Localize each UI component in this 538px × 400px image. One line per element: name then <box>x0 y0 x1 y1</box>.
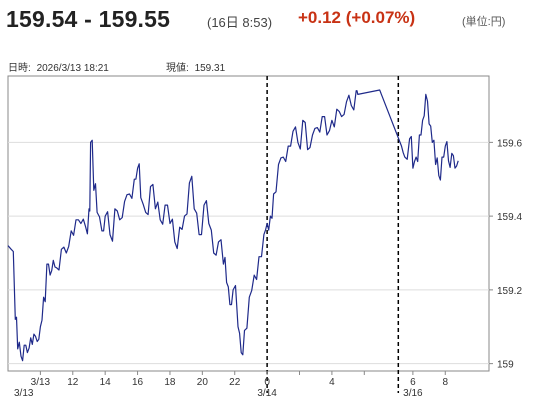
current-label: 現値: <box>166 63 189 74</box>
x-tick-label: 3/13 <box>31 377 51 388</box>
y-axis: 159 159.2 159.4 159.6 <box>489 138 522 371</box>
x-tick-label: 20 <box>197 377 209 388</box>
line-layer <box>7 89 459 362</box>
x-tick-label: 0 <box>264 377 270 388</box>
hover-current: 現値: 159.31 <box>166 59 225 74</box>
quote-header: 159.54 - 159.55 (16日 8:53) +0.12 (+0.07%… <box>6 6 532 34</box>
hover-datetime: 日時: 2026/3/13 18:21 <box>8 59 109 74</box>
y-tick-label: 159 <box>497 360 514 371</box>
y-tick-label: 159.6 <box>497 138 522 149</box>
x-tick-label: 4 <box>329 377 335 388</box>
price-change: +0.12 (+0.07%) <box>298 8 416 27</box>
plot-frame <box>7 75 490 372</box>
x-date-label: 3/14 <box>257 388 277 399</box>
x-tick-label: 22 <box>229 377 241 388</box>
x-axis: 3/13 12 14 16 18 20 22 0 4 6 8 3/13 3/14 3/16 <box>14 371 448 399</box>
unit-label: (単位:円) <box>462 16 506 28</box>
x-tick-label: 16 <box>132 377 144 388</box>
x-tick-label: 14 <box>100 377 112 388</box>
price-series-line <box>7 89 459 362</box>
price-range: 159.54 - 159.55 <box>6 6 171 32</box>
y-tick-label: 159.2 <box>497 286 522 297</box>
x-tick-label: 12 <box>67 377 79 388</box>
quote-time: (16日 8:53) <box>207 15 273 30</box>
x-tick-label: 6 <box>410 377 416 388</box>
x-date-label: 3/13 <box>14 388 34 399</box>
datetime-value: 2026/3/13 18:21 <box>36 63 109 74</box>
x-date-label: 3/16 <box>403 388 423 399</box>
x-tick-label: 18 <box>164 377 176 388</box>
datetime-label: 日時: <box>8 63 31 74</box>
y-tick-label: 159.4 <box>497 212 522 223</box>
divider-layer <box>266 76 400 393</box>
grid-layer <box>8 141 489 365</box>
x-tick-label: 8 <box>442 377 448 388</box>
current-value: 159.31 <box>194 63 226 74</box>
